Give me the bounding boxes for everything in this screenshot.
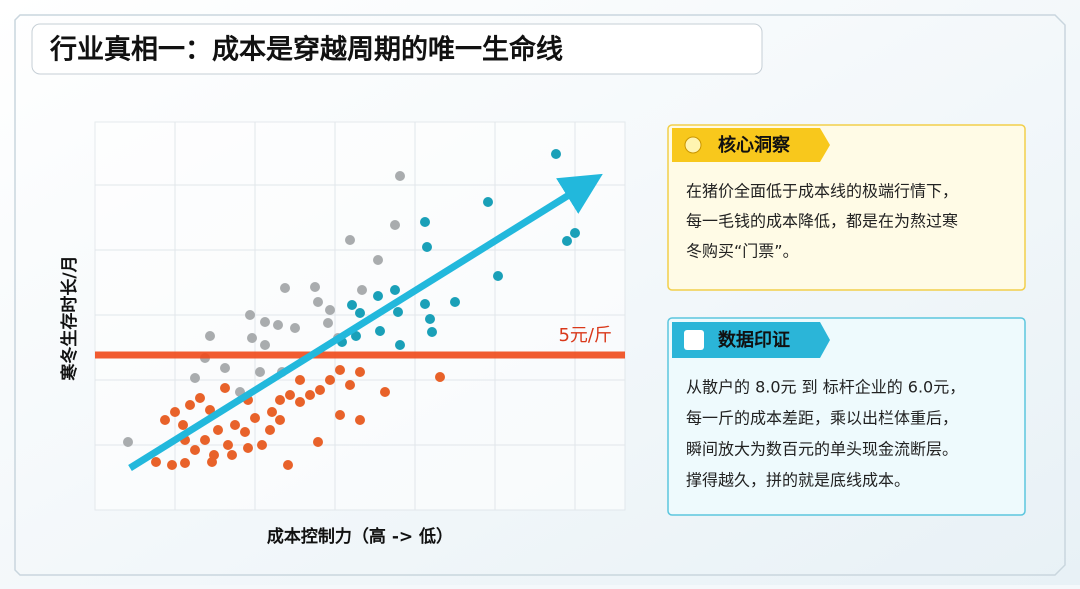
insight-title: 核心洞察: [718, 134, 791, 156]
evidence-line: 每一斤的成本差距，乘以出栏体重后，: [686, 409, 958, 428]
insight-line: 每一毛钱的成本降低，都是在为熬过寒: [686, 212, 958, 231]
trend-arrow: [128, 173, 603, 471]
orange-dots: [151, 365, 445, 470]
threshold-label: 5元/斤: [558, 325, 612, 346]
frame: [14, 14, 1066, 576]
evidence-line: 撑得越久，拼的就是底线成本。: [686, 471, 910, 490]
insight-tab: [672, 128, 830, 162]
evidence-card: [667, 317, 1026, 516]
evidence-line: 瞬间放大为数百元的单头现金流断层。: [686, 440, 958, 459]
x-axis-label: 成本控制力（高 -> 低）: [267, 526, 453, 547]
teal-dots: [337, 149, 580, 350]
bulb-icon: [684, 136, 702, 154]
title: 行业真相一：成本是穿越周期的唯一生命线: [49, 34, 563, 66]
insight-line: 冬购买“门票”。: [686, 242, 799, 261]
insight-card: [667, 124, 1026, 291]
insight-line: 在猪价全面低于成本线的极端行情下，: [686, 182, 958, 201]
y-axis-label: 寒冬生存时长/月: [59, 255, 80, 380]
chart-icon: [684, 330, 704, 350]
evidence-tab: [672, 322, 830, 358]
evidence-line: 从散户的 8.0元 到 标杆企业的 6.0元，: [686, 378, 965, 397]
title-box: [31, 23, 763, 75]
evidence-title: 数据印证: [718, 329, 790, 351]
